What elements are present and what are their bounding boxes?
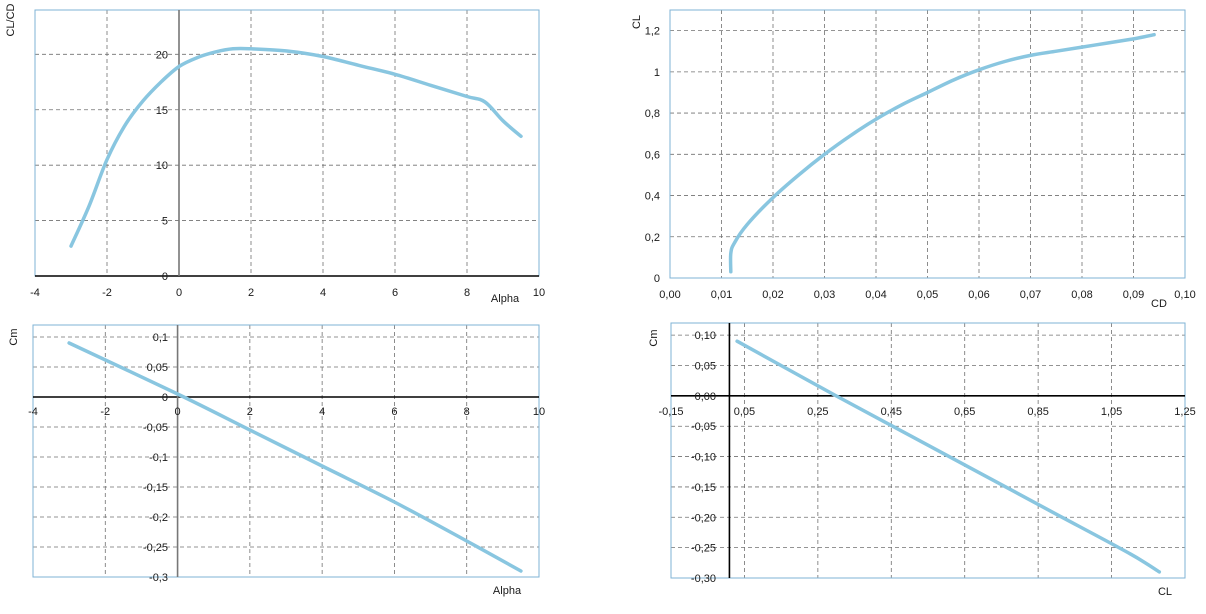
chart2-y-tick-label: 0 (654, 273, 660, 285)
chart4-y-tick-label: -0,05 (691, 421, 716, 433)
chart4-frame (670, 322, 1186, 579)
chart2-y-tick-label: 0,4 (645, 191, 660, 203)
chart2-series-line (728, 32, 1156, 274)
chart3-y-tick-label: -0,2 (149, 512, 168, 524)
chart1-series-line (69, 46, 523, 248)
chart3-x-tick-label: -4 (28, 406, 38, 418)
chart4-x-tick-label: 0,85 (1027, 406, 1048, 418)
chart4-x-tick-label: 1,05 (1101, 406, 1122, 418)
chart3-x-tick-label: -2 (100, 406, 110, 418)
chart1-y-tick-label: 10 (156, 160, 168, 172)
chart3-y-tick-label: 0,1 (153, 332, 168, 344)
chart4-x-tick-label: 0,45 (881, 406, 902, 418)
chart4-y-tick-label: -0,10 (691, 452, 716, 464)
chart3-y-tick-label: -0,3 (149, 572, 168, 584)
chart1-x-tick-label: 10 (533, 287, 545, 299)
chart2-x-tick-label: 0,07 (1020, 289, 1041, 301)
chart4-x-tick-label: 0,05 (734, 406, 755, 418)
chart3-x-tick-label: 2 (247, 406, 253, 418)
chart1-y-axis-label: CL/CD (5, 3, 17, 36)
chart3-series-line (67, 341, 523, 573)
chart2-y-tick-label: 0,6 (645, 149, 660, 161)
chart3-frame (32, 324, 540, 578)
chart4-y-tick-label: 0,10 (695, 330, 716, 342)
chart2-x-axis-label: CD (1151, 298, 1167, 310)
chart1-x-tick-label: -2 (102, 287, 112, 299)
chart4-x-tick-label: -0,15 (658, 406, 683, 418)
chart2-x-tick-label: 0,04 (865, 289, 886, 301)
chart4-y-tick-label: 0,05 (695, 361, 716, 373)
chart1-x-axis-label: Alpha (491, 293, 520, 305)
chart1-x-tick-label: 2 (248, 287, 254, 299)
chart1-y-tick-label: 5 (162, 216, 168, 228)
chart4-x-tick-label: 1,25 (1174, 406, 1195, 418)
chart3-x-tick-label: 6 (391, 406, 397, 418)
chart3-y-tick-label: -0,25 (143, 542, 168, 554)
chart3-x-tick-label: 10 (533, 406, 545, 418)
chart1-x-tick-label: 8 (464, 287, 470, 299)
chart4-x-tick-label: 0,65 (954, 406, 975, 418)
chart4-y-tick-label: -0,20 (691, 512, 716, 524)
chart3-x-tick-label: 4 (319, 406, 325, 418)
chart1-x-tick-label: 6 (392, 287, 398, 299)
chart3-x-tick-label: 0 (175, 406, 181, 418)
chart2-x-tick-label: 0,01 (711, 289, 732, 301)
chart2-x-tick-label: 0,05 (917, 289, 938, 301)
chart1-y-tick-label: 0 (162, 271, 168, 283)
chart2-x-tick-label: 0,06 (968, 289, 989, 301)
chart1-x-tick-label: -4 (30, 287, 40, 299)
chart4-y-tick-label: -0,30 (691, 573, 716, 585)
chart2-x-tick-label: 0,03 (814, 289, 835, 301)
chart2-y-tick-label: 1 (654, 67, 660, 79)
chart3-y-axis-label: Cm (8, 328, 20, 345)
chart1-x-tick-label: 4 (320, 287, 326, 299)
chart2-y-tick-label: 0,8 (645, 108, 660, 120)
chart4-series-line (735, 339, 1162, 574)
chart3-y-tick-label: 0,05 (147, 362, 168, 374)
chart2-x-tick-label: 0,10 (1174, 289, 1195, 301)
chart1-y-tick-label: 15 (156, 105, 168, 117)
chart2-x-tick-label: 0,08 (1071, 289, 1092, 301)
chart3-x-tick-label: 8 (464, 406, 470, 418)
chart2-frame (669, 9, 1186, 279)
chart2-y-axis-label: CL (631, 15, 643, 29)
chart2-y-tick-label: 0,2 (645, 232, 660, 244)
chart4-y-tick-label: 0,00 (695, 391, 716, 403)
chart2-x-tick-label: 0,02 (762, 289, 783, 301)
chart3-y-tick-label: -0,1 (149, 452, 168, 464)
chart3-y-tick-label: -0,05 (143, 422, 168, 434)
chart3-y-tick-label: 0 (162, 392, 168, 404)
chart1-x-tick-label: 0 (176, 287, 182, 299)
chart4-y-axis-label: Cm (648, 329, 660, 346)
chart1-y-tick-label: 20 (156, 49, 168, 61)
chart2-x-tick-label: 0,00 (659, 289, 680, 301)
chart4-y-tick-label: -0,25 (691, 543, 716, 555)
chart4-x-tick-label: 0,25 (807, 406, 828, 418)
chart3-x-axis-label: Alpha (493, 585, 522, 597)
chart4-x-axis-label: CL (1158, 586, 1172, 598)
chart3-y-tick-label: -0,15 (143, 482, 168, 494)
chart2-x-tick-label: 0,09 (1123, 289, 1144, 301)
chart4-y-tick-label: -0,15 (691, 482, 716, 494)
chart2-y-tick-label: 1,2 (645, 26, 660, 38)
